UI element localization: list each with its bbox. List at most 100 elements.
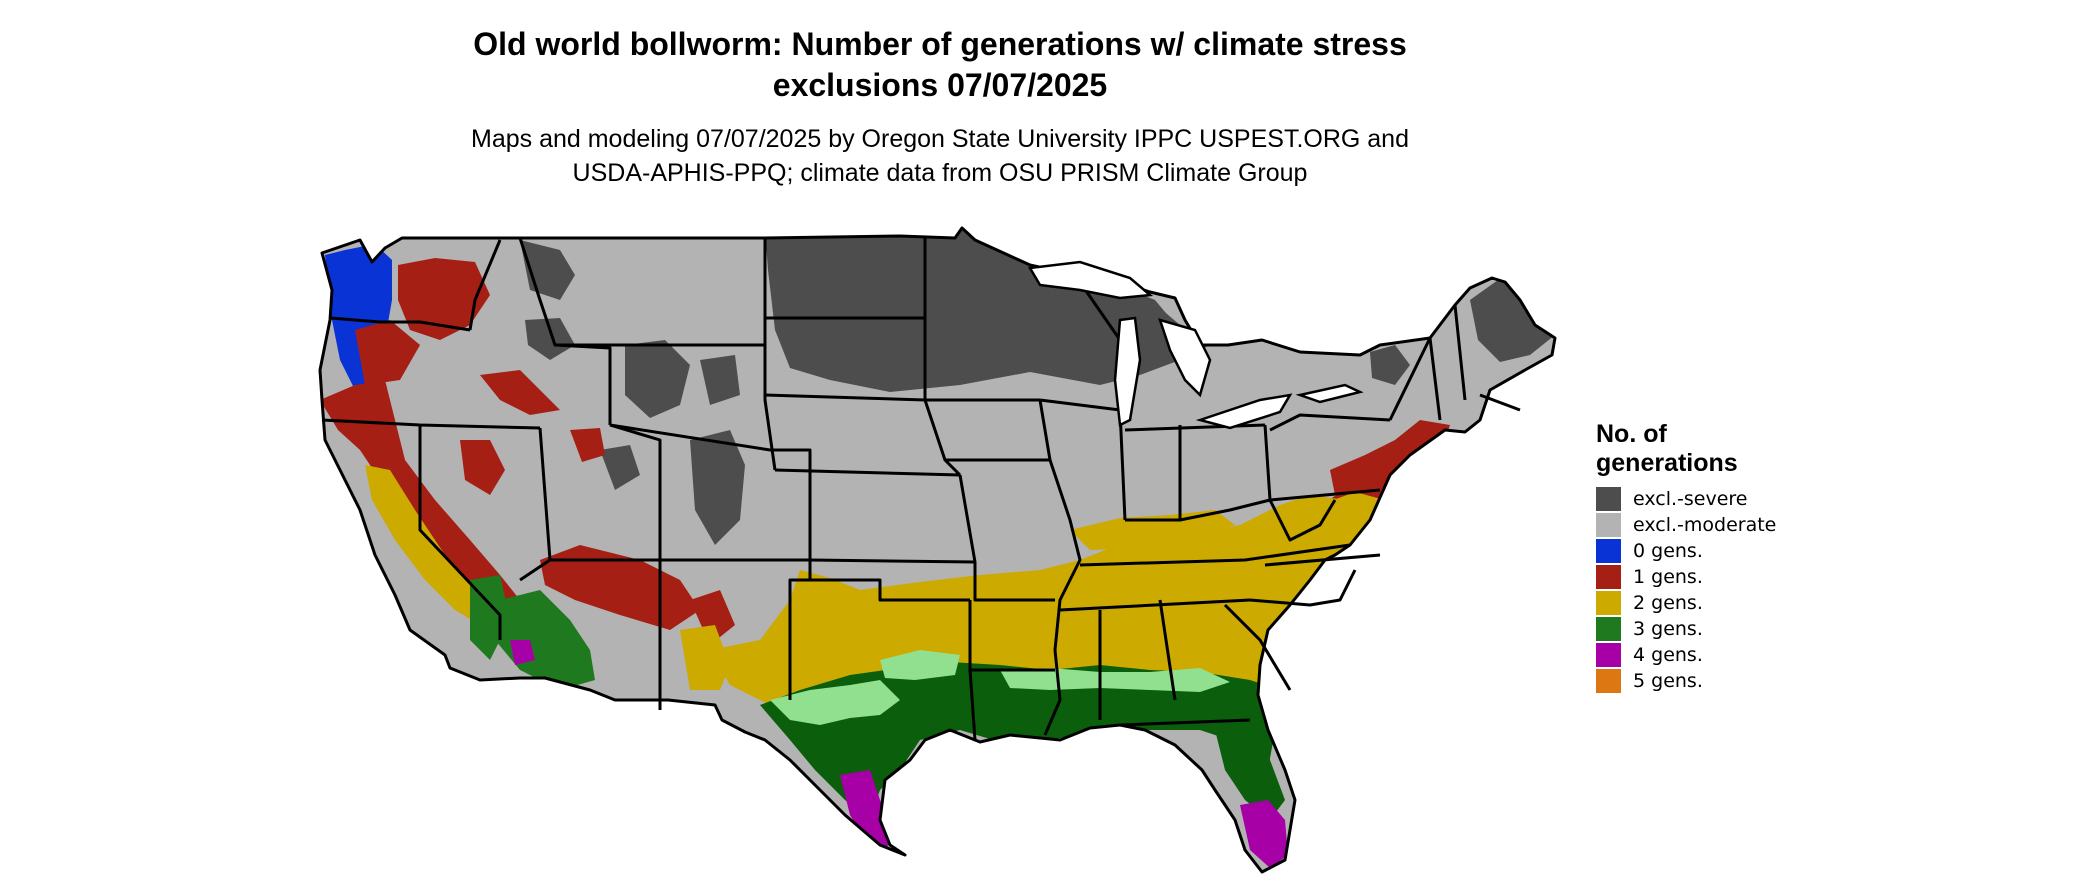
border-al-ga: [1158, 599, 1177, 701]
border-ne-ks: [774, 468, 961, 477]
border-ok-tx: [810, 578, 970, 602]
zone-excl-severe-wyoming: [700, 355, 740, 405]
zone-excl-severe-idaho: [525, 318, 575, 360]
border-ga-fl: [1119, 718, 1251, 727]
border-ms-river: [1038, 399, 1082, 736]
border-oh-pa: [1263, 424, 1272, 501]
legend-swatch: [1596, 487, 1621, 511]
map-title-line-2: exclusions 07/07/2025: [772, 67, 1108, 103]
border-mo-east: [958, 474, 1055, 602]
legend-item: excl.-severe: [1596, 486, 1896, 512]
zone-2-gens-central-valley: [365, 465, 495, 625]
lake-superior: [1027, 260, 1154, 300]
legend-swatch: [1596, 643, 1621, 667]
map-subtitle-line-1: Maps and modeling 07/07/2025 by Oregon S…: [471, 125, 1409, 153]
lake-erie: [1195, 393, 1293, 430]
zone-2-gens-rio-grande: [680, 625, 730, 690]
state-borders: [318, 226, 1557, 874]
generation-zones: [320, 228, 1555, 872]
legend-label: 3 gens.: [1633, 618, 1703, 640]
legend-item: 3 gens.: [1596, 616, 1896, 642]
border-nc-sc: [1249, 569, 1357, 607]
border-nm-tx: [788, 560, 812, 700]
legend-item: 2 gens.: [1596, 590, 1896, 616]
map-subtitle-line-2: USDA-APHIS-PPQ; climate data from OSU PR…: [572, 159, 1308, 187]
zone-excl-severe-northern-plains: [765, 230, 1210, 392]
border-wi-il: [1039, 398, 1121, 412]
legend-title: No. of generations: [1596, 420, 1896, 478]
border-ky-tn: [1079, 543, 1351, 567]
legend-swatch: [1596, 669, 1621, 693]
zone-4-gens-south-texas: [840, 770, 895, 850]
border-ny-east: [1388, 337, 1432, 421]
map-subtitle: Maps and modeling 07/07/2025 by Oregon S…: [240, 122, 1640, 190]
lake-huron: [1158, 318, 1212, 398]
zone-excl-severe-utah: [600, 445, 640, 490]
zone-1-gen-columbia-basin: [398, 258, 490, 340]
map-legend: No. of generations excl.-severe excl.-mod…: [1596, 420, 1896, 694]
zone-excl-severe-yellowstone: [625, 340, 690, 418]
legend-label: 1 gens.: [1633, 566, 1703, 588]
legend-item: 1 gens.: [1596, 564, 1896, 590]
lake-ontario: [1295, 383, 1364, 404]
border-mn-west: [923, 236, 962, 477]
border-ks-ok: [809, 558, 976, 564]
great-lakes: [1027, 260, 1364, 430]
zone-excl-severe-upper-midwest: [1010, 292, 1180, 365]
border-co-east: [770, 448, 812, 560]
legend-title-line-1: No. of: [1596, 420, 1667, 448]
border-idaho-west: [468, 239, 502, 331]
legend-swatch: [1596, 539, 1621, 563]
legend-label: 4 gens.: [1633, 644, 1703, 666]
border-oh-river: [1125, 498, 1271, 522]
border-pa-ny: [1269, 413, 1391, 432]
border-dakotas: [763, 238, 777, 471]
border-wa-or: [329, 316, 471, 332]
zone-4-gens-south-florida: [1240, 800, 1288, 868]
zone-3-gens-arizona: [495, 590, 595, 690]
border-new-england: [1428, 304, 1521, 421]
legend-label: excl.-moderate: [1633, 514, 1777, 536]
legend-item: excl.-moderate: [1596, 512, 1896, 538]
border-va-nc: [1264, 553, 1381, 567]
map-title: Old world bollworm: Number of generation…: [240, 24, 1640, 106]
border-ga-sc: [1223, 603, 1292, 691]
zone-1-gen-mid-atlantic: [1330, 420, 1450, 510]
zone-1-gen-new-mexico: [690, 590, 735, 645]
legend-item: 0 gens.: [1596, 538, 1896, 564]
zone-4-gens-desert-southwest: [510, 640, 535, 665]
border-wv: [1268, 499, 1337, 542]
zone-1-gen-oregon: [355, 320, 420, 385]
legend-label: excl.-severe: [1633, 488, 1748, 510]
border-mi-oh: [1124, 423, 1266, 432]
zone-excl-severe-colorado: [690, 430, 745, 545]
legend-title-line-2: generations: [1596, 449, 1738, 477]
zone-1-gen-snake-river: [480, 370, 560, 415]
legend-swatch: [1596, 513, 1621, 537]
legend-label: 2 gens.: [1633, 592, 1703, 614]
map-title-line-1: Old world bollworm: Number of generation…: [473, 26, 1407, 62]
border-wy-co: [609, 423, 771, 452]
border-la-tx: [968, 669, 977, 741]
zone-1-gen-wasatch: [570, 428, 605, 462]
legend-swatch: [1596, 591, 1621, 615]
border-ca-nv: [418, 425, 502, 640]
border-sd-ne: [764, 393, 926, 402]
zone-excl-severe-adirondack: [1370, 345, 1410, 385]
legend-items: excl.-severe excl.-moderate 0 gens. 1 gens.…: [1596, 486, 1896, 694]
legend-item: 5 gens.: [1596, 668, 1896, 694]
legend-label: 5 gens.: [1633, 670, 1703, 692]
zone-2-gens-ohio-valley: [1070, 510, 1235, 550]
legend-item: 4 gens.: [1596, 642, 1896, 668]
border-il-in: [1118, 409, 1127, 521]
legend-swatch: [1596, 617, 1621, 641]
border-pa-south: [1269, 488, 1381, 502]
lake-michigan: [1113, 316, 1142, 427]
legend-label: 0 gens.: [1633, 540, 1703, 562]
legend-swatch: [1596, 565, 1621, 589]
zone-3-gens-light-texas: [770, 680, 900, 725]
border-tn-south: [1059, 598, 1251, 612]
zone-1-gen-great-basin: [460, 440, 505, 495]
border-ut-co: [609, 423, 662, 560]
